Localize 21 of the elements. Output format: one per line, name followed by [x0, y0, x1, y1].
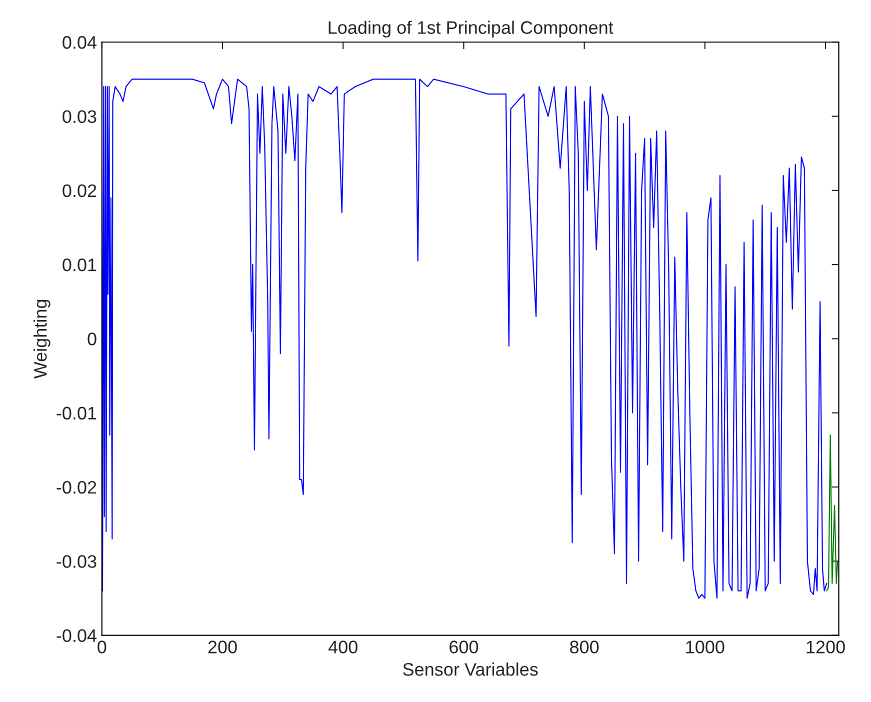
y-tick-label: -0.04: [56, 629, 97, 642]
line-series: [826, 434, 838, 592]
x-tick-label: 800: [570, 640, 599, 654]
y-axis-title: Weighting: [34, 300, 50, 379]
y-tick-label: -0.01: [56, 406, 96, 420]
x-tick-label: 600: [450, 640, 478, 654]
x-tick-label: 1000: [686, 640, 724, 654]
y-tick-label: 0.04: [62, 36, 97, 49]
x-tick-label: 1200: [806, 640, 845, 654]
y-tick-label: 0.01: [62, 258, 96, 272]
y-tick-label: 0.03: [62, 110, 96, 123]
chart-title: Loading of 1st Principal Component: [328, 20, 614, 38]
y-tick-label: 0.02: [62, 184, 96, 198]
x-tick-label: 400: [328, 640, 358, 654]
y-tick-label: -0.02: [56, 480, 96, 494]
y-tick-label: -0.03: [56, 555, 96, 568]
x-tick-label: 200: [208, 640, 237, 654]
line-series: [102, 78, 828, 599]
x-axis-title: Sensor Variables: [403, 662, 538, 676]
y-tick-label: 0: [88, 332, 96, 346]
x-tick-label: 0: [98, 640, 106, 654]
